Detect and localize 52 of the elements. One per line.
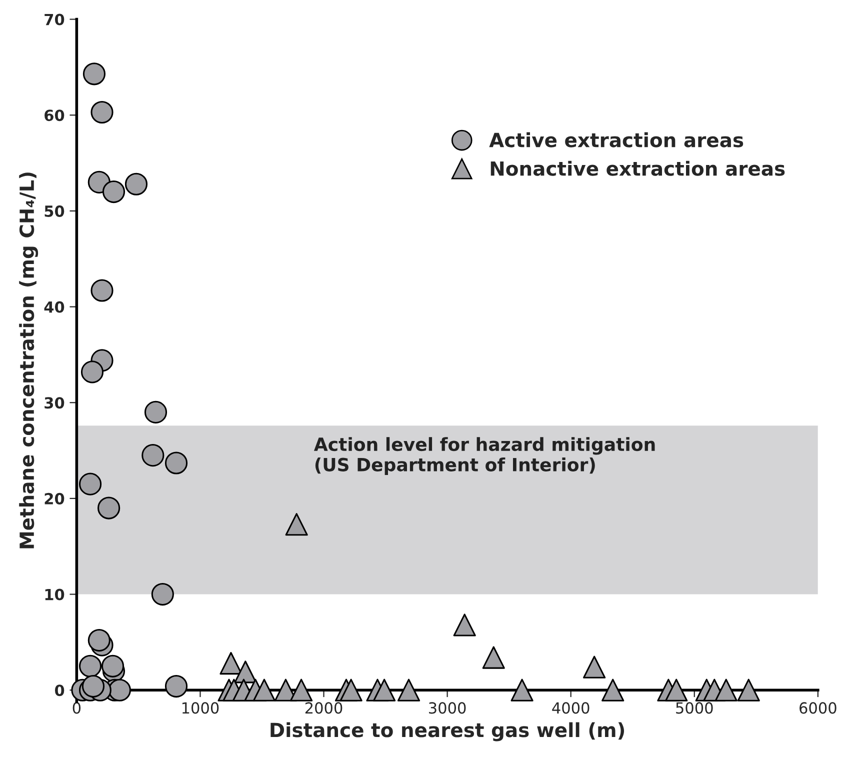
y-axis-title: Methane concentration (mg CH₄/L) xyxy=(19,172,38,548)
point xyxy=(234,660,257,684)
point xyxy=(142,444,164,467)
y-tick-label: 60 xyxy=(44,110,64,122)
point xyxy=(714,678,738,702)
point xyxy=(151,582,174,606)
point xyxy=(90,279,114,302)
point xyxy=(602,678,624,702)
y-tick-label: 0 xyxy=(54,684,64,696)
y-tick-label: 20 xyxy=(44,492,64,504)
point xyxy=(583,656,606,678)
y-tick-label: 50 xyxy=(44,205,64,217)
point xyxy=(164,452,188,474)
x-tick-label: 2000 xyxy=(305,702,342,714)
point xyxy=(82,62,106,86)
point xyxy=(510,678,534,702)
y-tick-label: 40 xyxy=(44,301,64,313)
point xyxy=(665,678,688,702)
point xyxy=(482,646,505,669)
x-tick-label: 5000 xyxy=(676,702,713,714)
x-axis-title: Distance to nearest gas well (m) xyxy=(270,722,624,742)
x-tick-label: 4000 xyxy=(552,702,590,714)
point xyxy=(90,100,114,124)
point xyxy=(340,678,362,702)
point xyxy=(453,614,476,636)
point xyxy=(252,678,276,702)
point xyxy=(397,678,420,702)
point xyxy=(98,496,120,520)
point xyxy=(124,172,148,196)
point xyxy=(78,472,102,496)
band-label: Action level for hazard mitigation (US Department of Interior) xyxy=(314,437,655,475)
point xyxy=(144,400,168,424)
point xyxy=(101,654,124,678)
point xyxy=(737,678,760,702)
point xyxy=(373,678,396,702)
y-tick-label: 70 xyxy=(44,14,64,26)
point xyxy=(285,513,308,536)
x-tick-label: 3000 xyxy=(429,702,466,714)
point xyxy=(88,628,110,652)
y-tick-label: 10 xyxy=(45,588,64,600)
x-tick-label: 6000 xyxy=(800,702,836,714)
legend-label: Active extraction areas xyxy=(489,132,744,148)
point xyxy=(80,360,104,384)
y-tick-label: 30 xyxy=(44,397,64,409)
legend-label: Nonactive extraction areas xyxy=(490,160,785,176)
point xyxy=(102,180,126,204)
point xyxy=(82,674,105,698)
point xyxy=(164,674,188,698)
x-tick-label: 1000 xyxy=(182,702,219,714)
point xyxy=(78,654,102,678)
point xyxy=(220,652,242,675)
point xyxy=(290,678,313,702)
